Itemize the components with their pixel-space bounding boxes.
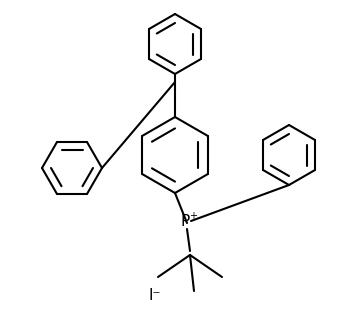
Text: P: P — [180, 214, 190, 230]
Text: I⁻: I⁻ — [149, 287, 161, 303]
Text: +: + — [189, 211, 197, 221]
